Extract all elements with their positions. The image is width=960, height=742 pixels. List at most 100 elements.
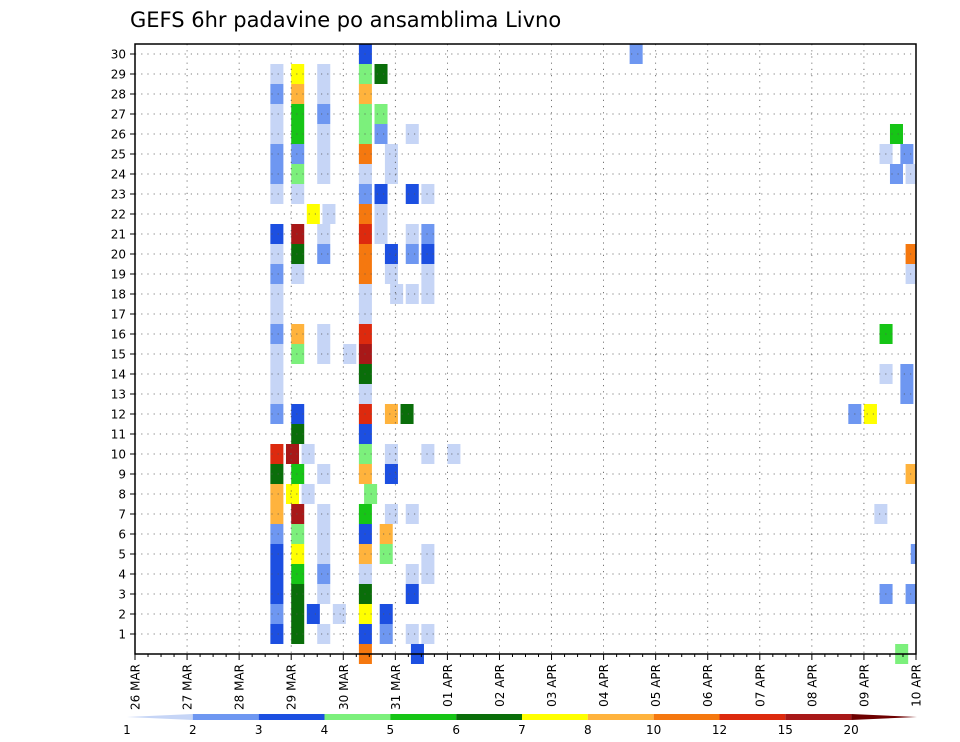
y-tick-label: 20 (111, 248, 126, 262)
y-tick-label: 1 (118, 628, 126, 642)
heatmap-cell (405, 124, 419, 144)
heatmap-cell (270, 484, 284, 504)
heatmap-cell (317, 464, 331, 484)
heatmap-cell (291, 604, 305, 624)
heatmap-cell (405, 564, 419, 584)
x-tick-label: 27 MAR (181, 664, 195, 710)
y-axis: 1234567891011121314151617181920212223242… (111, 48, 135, 642)
heatmap-cell (291, 124, 305, 144)
heatmap-cell (629, 44, 643, 64)
heatmap-cell (317, 624, 331, 644)
colorbar-swatch (785, 714, 852, 720)
heatmap-cell (291, 324, 305, 344)
heatmap-cell (270, 384, 284, 404)
heatmap-cell (317, 344, 331, 364)
x-tick-label: 01 APR (441, 664, 455, 707)
heatmap-cell (317, 324, 331, 344)
heatmap-cell (421, 284, 435, 304)
y-tick-label: 16 (111, 328, 126, 342)
heatmap-cell (379, 624, 393, 644)
heatmap-cell (270, 144, 284, 164)
y-tick-label: 9 (118, 468, 126, 482)
colorbar-swatch (653, 714, 720, 720)
x-tick-label: 02 APR (493, 664, 507, 707)
heatmap-cell (270, 364, 284, 384)
heatmap-cell (374, 124, 388, 144)
heatmap-cell (317, 64, 331, 84)
heatmap-cell (384, 144, 398, 164)
colorbar-label: 7 (518, 723, 526, 737)
heatmap-cell (270, 124, 284, 144)
y-tick-label: 24 (111, 168, 126, 182)
y-tick-label: 27 (111, 108, 126, 122)
heatmap-cell (270, 324, 284, 344)
heatmap-cell (291, 104, 305, 124)
y-tick-label: 3 (118, 588, 126, 602)
plot-frame (134, 43, 917, 655)
heatmap-cell (405, 624, 419, 644)
x-tick-label: 31 MAR (389, 664, 403, 710)
heatmap-cell (374, 204, 388, 224)
colorbar-swatch (127, 714, 193, 720)
heatmap-cell (270, 564, 284, 584)
y-tick-label: 11 (111, 428, 126, 442)
heatmap-cell (306, 604, 320, 624)
heatmap-cell (900, 144, 914, 164)
heatmap-cell (405, 224, 419, 244)
heatmap-cell (291, 544, 305, 564)
heatmap-cell (317, 584, 331, 604)
heatmap-cell (291, 144, 305, 164)
x-tick-label: 06 APR (701, 664, 715, 707)
y-tick-label: 17 (111, 308, 126, 322)
y-tick-label: 4 (118, 568, 126, 582)
x-tick-label: 07 APR (753, 664, 767, 707)
heatmap-cell (270, 504, 284, 524)
heatmap-cell (400, 404, 414, 424)
y-tick-label: 25 (111, 148, 126, 162)
heatmap-cell (317, 124, 331, 144)
heatmap-cell (306, 204, 320, 224)
heatmap-cell (301, 444, 315, 464)
y-tick-label: 23 (111, 188, 126, 202)
heatmap-cell (317, 224, 331, 244)
colorbar-swatch (324, 714, 391, 720)
y-tick-label: 22 (111, 208, 126, 222)
y-tick-label: 5 (118, 548, 126, 562)
heatmap-cell (405, 184, 419, 204)
heatmap-cell (291, 164, 305, 184)
heatmap-cell (291, 224, 305, 244)
heatmap-cell (900, 384, 914, 404)
x-tick-label: 08 APR (805, 664, 819, 707)
heatmap-cell (270, 344, 284, 364)
heatmap-cell (291, 504, 305, 524)
x-tick-label: 30 MAR (337, 664, 351, 710)
heatmap-cell (874, 504, 888, 524)
heatmap-cell (270, 64, 284, 84)
heatmap-cell (405, 284, 419, 304)
colorbar-label: 6 (452, 723, 460, 737)
heatmap-cell (285, 484, 300, 504)
y-tick-label: 21 (111, 228, 126, 242)
heatmap-cell (291, 344, 305, 364)
colorbar-label: 1 (123, 723, 131, 737)
heatmap-cell (332, 604, 346, 624)
heatmap-cell (384, 244, 398, 264)
heatmap-cell (421, 544, 435, 564)
x-tick-label: 10 APR (910, 664, 924, 707)
heatmap-cell (374, 64, 388, 84)
colorbar-label: 5 (386, 723, 394, 737)
y-tick-label: 2 (118, 608, 126, 622)
heatmap-cell (889, 124, 903, 144)
heatmap-cell (270, 184, 284, 204)
heatmap-cell (900, 364, 914, 384)
y-tick-label: 15 (111, 348, 126, 362)
heatmap-cell (322, 204, 336, 224)
y-tick-label: 10 (111, 448, 126, 462)
colorbar-swatch (587, 714, 654, 720)
heatmap-cell (291, 524, 305, 544)
heatmap-cell (270, 524, 284, 544)
heatmap-cell (447, 444, 461, 464)
heatmap-cell (374, 224, 388, 244)
colorbar-label: 2 (189, 723, 197, 737)
heatmap-cell (317, 144, 331, 164)
